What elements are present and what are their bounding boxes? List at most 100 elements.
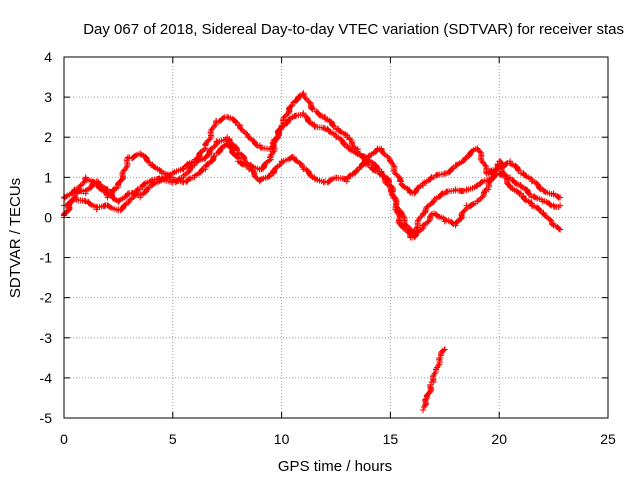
- data-point: [343, 178, 350, 185]
- data-point-cluster: [290, 154, 306, 171]
- data-point-cluster: [344, 167, 360, 182]
- data-point-cluster: [300, 91, 316, 113]
- data-point-cluster: [333, 174, 349, 183]
- data-point-cluster: [269, 159, 285, 177]
- y-axis-ticks: -5 -4 -3 -2 -1 0 1 2 3 4: [40, 49, 608, 426]
- data-point-cluster: [432, 170, 447, 179]
- chart-title: Day 067 of 2018, Sidereal Day-to-day VTE…: [83, 21, 624, 38]
- gridlines: [64, 57, 608, 418]
- series-track-d: [420, 346, 448, 413]
- y-tick-label: 0: [44, 209, 52, 225]
- x-tick-label: 5: [169, 431, 177, 447]
- data-point: [420, 406, 427, 413]
- data-point-cluster: [344, 134, 361, 153]
- data-point-cluster: [520, 192, 535, 207]
- data-point-cluster: [530, 193, 545, 203]
- data-point-cluster: [529, 202, 544, 215]
- x-tick-label: 25: [600, 431, 616, 447]
- data-point-cluster: [301, 112, 318, 128]
- data-point-cluster: [398, 222, 414, 241]
- data-point-cluster: [324, 175, 337, 186]
- series-track-c: [61, 138, 564, 241]
- x-tick-label: 15: [383, 431, 399, 447]
- x-axis-ticks: 0 5 10 15 20 25: [60, 57, 616, 447]
- y-tick-label: 1: [44, 169, 52, 185]
- data-point-cluster: [476, 177, 490, 188]
- y-axis-label: SDTVAR / TECUs: [7, 178, 24, 298]
- data-point-cluster: [517, 183, 534, 198]
- y-tick-label: -5: [40, 410, 53, 426]
- data-point-cluster: [235, 149, 251, 167]
- data-point-cluster: [474, 145, 490, 177]
- data-point-cluster: [419, 210, 436, 230]
- data-point-cluster: [291, 111, 306, 120]
- data-point-cluster: [423, 381, 435, 400]
- data-point-cluster: [506, 160, 522, 174]
- data-point: [245, 134, 252, 141]
- data-point-cluster: [246, 165, 263, 184]
- data-point-cluster: [82, 176, 98, 187]
- y-tick-label: 3: [44, 89, 52, 105]
- data-point: [557, 202, 564, 209]
- data-point-cluster: [452, 204, 471, 227]
- data-point-cluster: [378, 145, 394, 164]
- data-point-cluster: [105, 184, 122, 198]
- data-point-cluster: [497, 158, 513, 189]
- data-point-cluster: [321, 115, 338, 130]
- data-point-cluster: [215, 114, 228, 125]
- y-tick-label: -3: [40, 330, 53, 346]
- data-point-cluster: [125, 185, 142, 204]
- y-tick-label: 4: [44, 49, 52, 65]
- y-tick-label: -4: [40, 370, 53, 386]
- x-tick-label: 20: [491, 431, 507, 447]
- data-point-cluster: [466, 200, 479, 210]
- data-point-cluster: [420, 395, 429, 411]
- data-point-cluster: [411, 224, 427, 241]
- data-point-cluster: [224, 113, 240, 127]
- data-point: [557, 194, 564, 201]
- series-track-b: [61, 90, 564, 237]
- data-point-cluster: [550, 203, 562, 210]
- x-tick-label: 10: [274, 431, 290, 447]
- data-point-cluster: [443, 164, 457, 177]
- data-point-cluster: [365, 156, 381, 172]
- data-point-cluster: [387, 159, 404, 185]
- data-point-cluster: [226, 135, 240, 154]
- data-point: [441, 218, 448, 225]
- y-tick-label: 2: [44, 129, 52, 145]
- data-point-cluster: [202, 152, 218, 170]
- data-point-cluster: [257, 172, 274, 184]
- plot-frame: [63, 56, 609, 419]
- data-point-cluster: [452, 154, 469, 170]
- data-point-cluster: [137, 151, 153, 166]
- data-point-cluster: [117, 199, 132, 214]
- data-point-cluster: [398, 180, 414, 196]
- data-point-cluster: [474, 185, 490, 205]
- data-point-cluster: [247, 135, 261, 150]
- data-point-cluster: [137, 184, 153, 199]
- data-point-cluster: [387, 182, 405, 229]
- data-point-cluster: [540, 209, 556, 228]
- x-tick-label: 0: [60, 431, 68, 447]
- data-point-cluster: [485, 161, 502, 190]
- y-tick-label: -1: [40, 250, 53, 266]
- x-axis-label: GPS time / hours: [278, 458, 392, 475]
- data-point-cluster: [149, 175, 163, 183]
- data-point-cluster: [266, 123, 286, 161]
- data-point-cluster: [114, 154, 131, 188]
- data-point-cluster: [454, 187, 468, 194]
- data-point-cluster: [95, 182, 110, 199]
- data-point-cluster: [203, 140, 220, 160]
- y-tick-label: -2: [40, 290, 53, 306]
- data-point: [202, 166, 209, 173]
- data-points: [61, 90, 564, 413]
- data-point: [441, 346, 448, 353]
- data-point-cluster: [236, 121, 252, 141]
- data-point-cluster: [258, 156, 274, 173]
- data-point-cluster: [223, 140, 242, 162]
- data-point: [289, 102, 296, 109]
- data-point-cluster: [378, 168, 392, 186]
- data-point: [557, 226, 564, 233]
- data-point-cluster: [192, 165, 207, 179]
